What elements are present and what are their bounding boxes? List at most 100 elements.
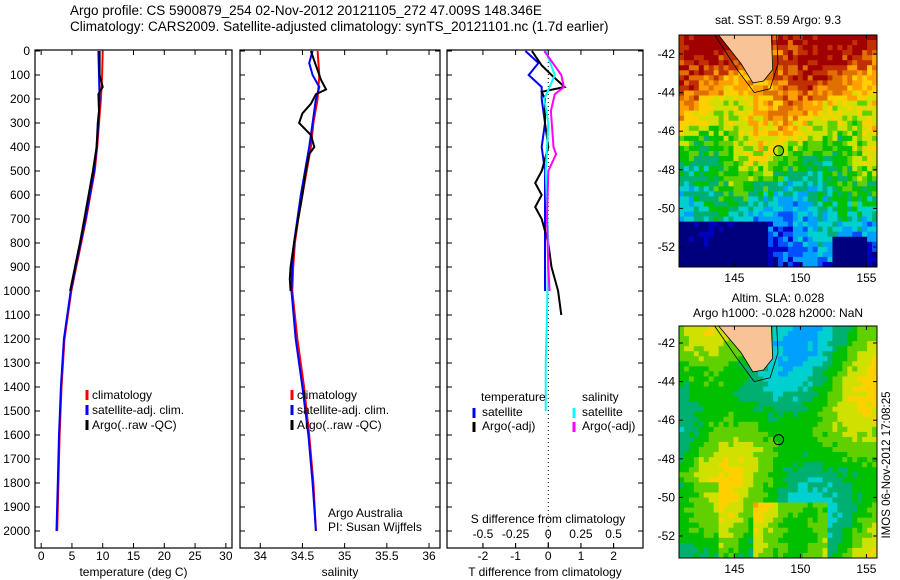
map-cell xyxy=(787,436,794,443)
map-cell xyxy=(812,406,819,413)
map-cell xyxy=(708,261,715,268)
map-cell xyxy=(837,522,843,529)
map-cell xyxy=(778,241,784,248)
map-cell xyxy=(703,186,710,192)
map-cell xyxy=(763,492,769,498)
map-cell xyxy=(787,411,794,418)
map-cell xyxy=(733,85,739,91)
map-cell xyxy=(812,527,819,534)
map-cell xyxy=(837,105,843,112)
map-cell xyxy=(867,261,873,268)
map-cell xyxy=(778,396,784,403)
map-cell xyxy=(718,462,725,468)
map-cell xyxy=(852,507,858,514)
map-cell xyxy=(778,512,784,519)
map-cell xyxy=(802,426,809,433)
map-cell xyxy=(743,457,749,463)
y-tick-label: 1900 xyxy=(3,500,30,514)
map-cell xyxy=(703,401,710,408)
map-cell xyxy=(787,231,794,238)
map-cell xyxy=(802,447,809,453)
map-cell xyxy=(827,95,833,102)
map-cell xyxy=(867,196,873,202)
map-cell xyxy=(852,462,858,468)
map-cell xyxy=(807,100,814,107)
map-cell xyxy=(773,216,779,223)
map-cell xyxy=(862,80,868,86)
map-cell xyxy=(822,467,828,473)
map-cell xyxy=(837,216,843,223)
map-cell xyxy=(832,507,838,514)
map-cell xyxy=(693,130,700,137)
map-cell xyxy=(683,326,690,332)
map-cell xyxy=(787,226,794,233)
map-cell xyxy=(723,65,729,71)
map-cell xyxy=(847,542,853,549)
map-cell xyxy=(708,436,715,443)
map-cell xyxy=(787,216,794,223)
map-cell xyxy=(679,50,685,56)
map-cell xyxy=(787,351,794,357)
map-cell xyxy=(817,512,824,519)
map-cell xyxy=(817,326,824,332)
map-cell xyxy=(728,487,734,493)
map-cell xyxy=(758,231,764,238)
map-cell xyxy=(867,246,873,253)
map-cell xyxy=(688,171,695,177)
map-cell xyxy=(693,201,700,207)
map-cell xyxy=(782,176,789,182)
map-cell xyxy=(713,356,720,362)
map-cell xyxy=(748,542,754,549)
map-cell xyxy=(802,40,809,46)
map-cell xyxy=(743,176,749,182)
map-cell xyxy=(758,196,764,202)
map-cell xyxy=(708,477,715,483)
map-cell xyxy=(812,457,819,463)
map-cell xyxy=(758,457,764,463)
map-cell xyxy=(688,211,695,218)
map-cell xyxy=(812,125,819,132)
map-cell xyxy=(738,166,744,172)
map-cell xyxy=(723,361,729,367)
map-cell xyxy=(693,401,700,408)
map-cell xyxy=(787,221,794,228)
map-cell xyxy=(807,171,814,177)
map-cell xyxy=(827,361,833,367)
map-cell xyxy=(748,532,754,539)
map-cell xyxy=(842,156,848,162)
map-cell xyxy=(723,246,729,253)
map-cell xyxy=(842,105,848,112)
map-cell xyxy=(812,201,819,207)
x-tick-label: 0 xyxy=(38,549,45,563)
map-cell xyxy=(758,492,764,498)
map-cell xyxy=(782,65,789,71)
map-cell xyxy=(837,351,843,357)
map-cell xyxy=(807,246,814,253)
map-cell xyxy=(773,191,779,197)
map-cell xyxy=(718,537,725,544)
map-cell xyxy=(738,421,744,428)
map-cell xyxy=(807,356,814,362)
map-cell xyxy=(758,542,764,549)
map-cell xyxy=(802,492,809,498)
map-cell xyxy=(728,542,734,549)
map-cell xyxy=(698,100,705,107)
map-cell xyxy=(787,246,794,253)
map-cell xyxy=(679,166,685,172)
map-cell xyxy=(713,381,720,388)
map-cell xyxy=(827,542,833,549)
map-cell xyxy=(857,391,863,398)
map-cell xyxy=(782,467,789,473)
map-cell xyxy=(698,206,705,213)
map-cell xyxy=(723,462,729,468)
map-cell xyxy=(728,512,734,519)
map-cell xyxy=(842,522,848,529)
map-cell xyxy=(708,452,715,458)
map-cell xyxy=(778,176,784,182)
map-cell xyxy=(832,472,838,478)
map-cell xyxy=(802,477,809,483)
map-cell xyxy=(748,406,754,413)
map-cell xyxy=(773,411,779,418)
map-cell xyxy=(817,477,824,483)
map-cell xyxy=(698,70,705,76)
